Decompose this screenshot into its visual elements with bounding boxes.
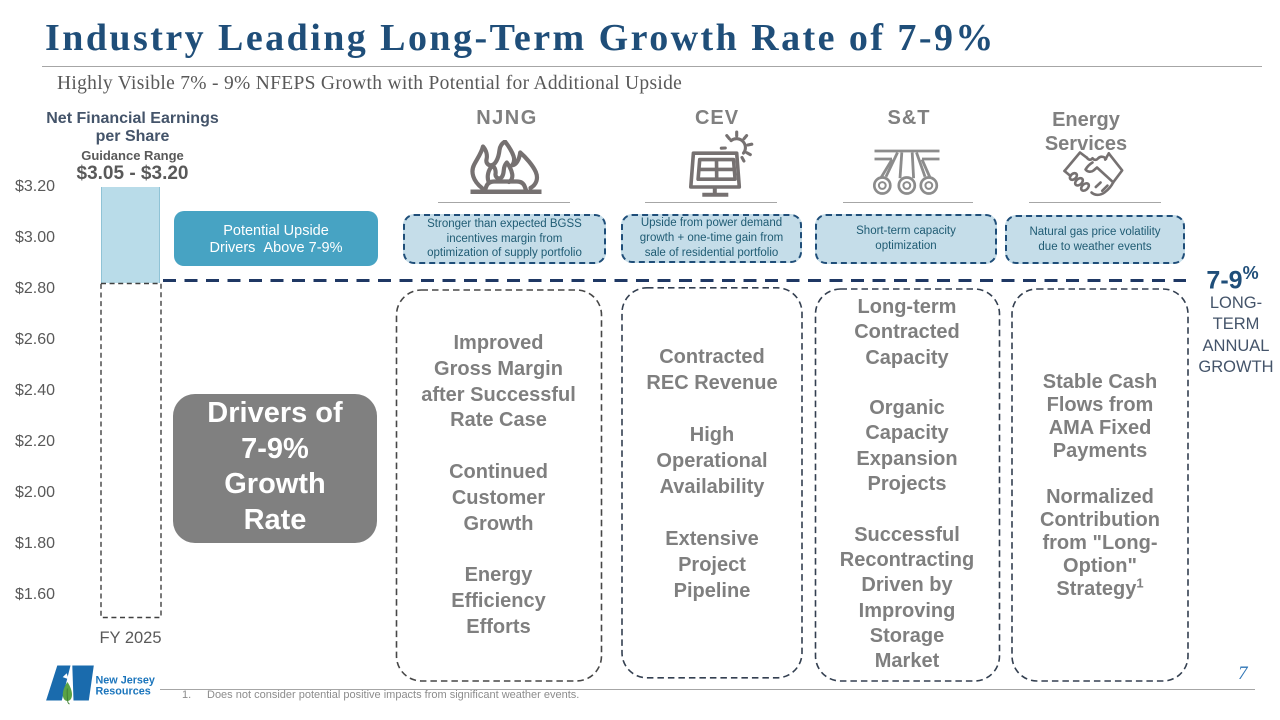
svg-text:New Jersey: New Jersey (96, 674, 155, 686)
svg-text:Resources: Resources (96, 685, 151, 697)
